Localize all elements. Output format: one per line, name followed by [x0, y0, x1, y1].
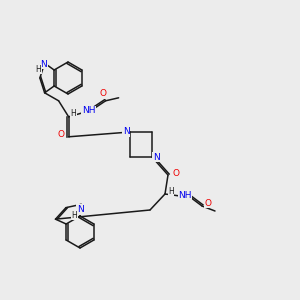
Text: H: H — [71, 211, 77, 220]
Text: N: N — [77, 205, 83, 214]
Text: H: H — [36, 65, 41, 74]
Text: N: N — [123, 128, 129, 136]
Text: N: N — [40, 60, 47, 69]
Text: O: O — [99, 89, 106, 98]
Text: NH: NH — [178, 191, 192, 200]
Text: O: O — [172, 169, 179, 178]
Text: NH: NH — [82, 106, 95, 115]
Text: N: N — [153, 152, 159, 161]
Text: H: H — [168, 187, 174, 196]
Text: H: H — [71, 109, 76, 118]
Text: O: O — [57, 130, 64, 139]
Text: O: O — [205, 199, 212, 208]
